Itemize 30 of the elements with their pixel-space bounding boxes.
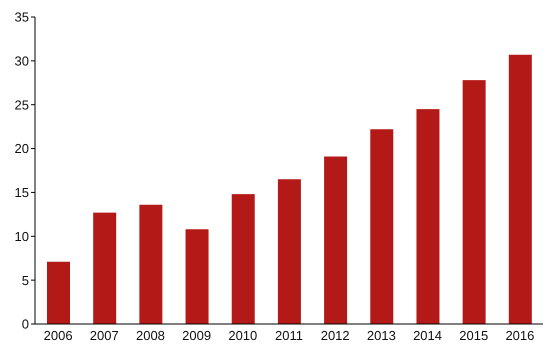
- bar: [186, 229, 209, 324]
- bar: [232, 194, 255, 324]
- x-tick-label: 2010: [228, 328, 258, 344]
- bar: [139, 204, 162, 324]
- x-tick-label: 2013: [366, 328, 396, 344]
- x-tick-label: 2015: [459, 328, 488, 344]
- y-tick-label: 20: [14, 141, 29, 156]
- y-tick-label: 25: [14, 97, 29, 112]
- x-tick-label: 2006: [44, 328, 73, 344]
- x-tick-label: 2012: [320, 328, 350, 344]
- x-tick-label: 2011: [275, 328, 303, 344]
- x-tick-label: 2016: [505, 328, 534, 344]
- bar: [370, 129, 394, 324]
- x-tick-label: 2014: [413, 328, 442, 344]
- y-tick-label: 15: [14, 185, 29, 200]
- bar: [462, 80, 486, 324]
- x-tick-label: 2009: [182, 328, 212, 344]
- x-tick-label: 2008: [136, 328, 165, 344]
- bar: [324, 156, 348, 324]
- y-tick-label: 30: [14, 53, 29, 68]
- bar: [416, 109, 440, 324]
- bar: [508, 54, 532, 324]
- bar: [278, 179, 301, 324]
- bar: [47, 262, 70, 324]
- y-tick-label: 10: [14, 228, 29, 244]
- y-tick-label: 35: [14, 10, 29, 25]
- y-tick-label: 0: [22, 316, 29, 332]
- bar: [93, 212, 116, 324]
- x-tick-label: 2007: [90, 328, 119, 344]
- y-tick-label: 5: [22, 272, 29, 288]
